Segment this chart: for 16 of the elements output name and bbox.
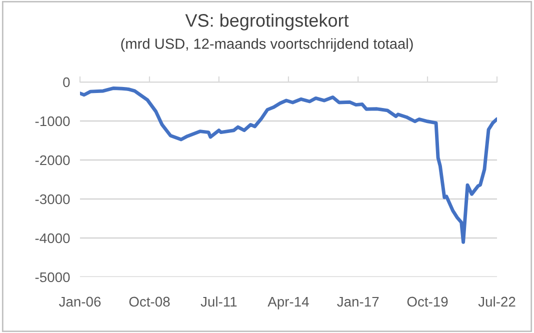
x-tick-label: Apr-14 [268, 296, 309, 310]
y-tick-label: -5000 [35, 272, 70, 282]
chart-subtitle: (mrd USD, 12-maands voortschrijdend totaal) [121, 38, 413, 52]
x-tick-label: Oct-19 [407, 296, 448, 307]
x-tick-label: Jan-06 [58, 296, 101, 307]
y-tick-label: -2000 [35, 155, 70, 166]
chart-title: VS: begrotingstekort [185, 14, 349, 30]
y-tick-label: 0 [63, 77, 70, 88]
y-tick-label: -4000 [35, 233, 70, 244]
y-tick-label: -3000 [35, 194, 70, 204]
y-tick-label: -1000 [35, 116, 70, 126]
x-tick-label: Oct-08 [129, 296, 170, 307]
x-tick-label: Jul-11 [200, 296, 237, 307]
line-series [80, 86, 497, 244]
x-tick-label: Jan-17 [337, 296, 379, 307]
x-tick-label: Jul-22 [478, 296, 516, 307]
